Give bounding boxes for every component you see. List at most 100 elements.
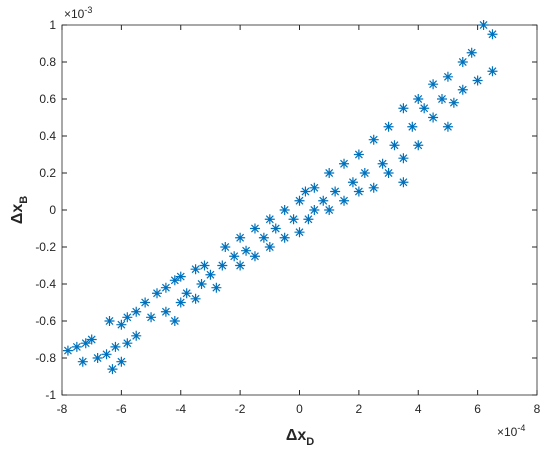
scatter-point	[175, 297, 186, 308]
y-multiplier-base: ×10	[64, 7, 85, 21]
scatter-point	[457, 57, 468, 67]
x-multiplier-base: ×10	[497, 425, 518, 439]
scatter-point	[131, 306, 142, 317]
scatter-point	[101, 349, 112, 360]
x-tick-label: 2	[356, 402, 363, 416]
y-tick-label: 0.8	[39, 55, 56, 69]
y-tick-label: -0.2	[35, 240, 56, 254]
scatter-point	[368, 182, 379, 193]
scatter-point	[152, 288, 162, 299]
scatter-point	[146, 312, 157, 323]
scatter-point	[279, 205, 290, 215]
scatter-point	[122, 312, 133, 323]
scatter-point	[122, 338, 133, 349]
scatter-point	[190, 293, 201, 304]
scatter-point	[104, 316, 115, 326]
x-multiplier-exponent: -4	[517, 423, 525, 433]
scatter-point	[279, 232, 290, 243]
scatter-point	[377, 158, 388, 169]
y-tick-label: 0.4	[39, 129, 56, 143]
scatter-point	[442, 71, 453, 82]
scatter-point	[398, 177, 409, 188]
scatter-point	[92, 353, 103, 363]
scatter-point	[466, 47, 477, 58]
scatter-point	[190, 264, 201, 275]
scatter-point	[347, 177, 358, 188]
scatter-point	[169, 316, 180, 326]
scatter-point	[160, 306, 171, 317]
scatter-point	[270, 223, 281, 234]
scatter-point	[217, 260, 228, 271]
scatter-point	[419, 103, 430, 114]
x-tick-label: -4	[175, 402, 186, 416]
y-tick-label: -0.6	[35, 314, 56, 328]
x-tick-label: 4	[415, 402, 422, 416]
scatter-point	[86, 334, 97, 345]
scatter-point	[318, 195, 329, 206]
plot-box	[61, 24, 538, 396]
x-label-text: Δx	[286, 427, 307, 444]
scatter-point	[181, 288, 192, 299]
y-tick-label: -0.4	[35, 277, 56, 291]
y-tick-label: 0	[49, 203, 56, 217]
scatter-point	[235, 232, 246, 243]
scatter-point	[62, 345, 73, 356]
scatter-point	[116, 356, 127, 367]
scatter-point	[407, 121, 418, 132]
scatter-point	[389, 140, 400, 151]
x-multiplier: ×10-4	[497, 423, 525, 439]
scatter-point	[294, 227, 305, 238]
scatter-point	[160, 282, 171, 293]
y-tick-label: 0.6	[39, 92, 56, 106]
scatter-point	[241, 245, 252, 256]
scatter-point	[398, 153, 409, 164]
scatter-point	[428, 79, 439, 90]
y-axis-label: ΔxB	[9, 196, 30, 224]
scatter-point	[116, 319, 127, 330]
scatter-point	[258, 232, 269, 243]
scatter-point	[487, 29, 498, 40]
scatter-point	[235, 260, 246, 271]
scatter-point	[196, 279, 207, 289]
x-tick-label: 0	[296, 402, 303, 416]
scatter-point	[175, 271, 186, 282]
scatter-point	[324, 205, 335, 215]
y-tick-label: 0.2	[39, 166, 56, 180]
y-multiplier-exponent: -3	[84, 5, 92, 15]
scatter-point	[205, 269, 216, 280]
y-tick-label: -0.8	[35, 351, 56, 365]
scatter-point	[80, 338, 91, 349]
scatter-point	[478, 20, 489, 30]
scatter-point	[303, 214, 314, 225]
scatter-point	[442, 121, 453, 132]
scatter-point	[413, 140, 424, 151]
scatter-point	[211, 282, 222, 293]
scatter-point	[309, 182, 320, 193]
scatter-point	[77, 356, 88, 367]
x-axis-label: ΔxD	[286, 427, 314, 448]
scatter-point	[131, 330, 142, 341]
scatter-point	[353, 149, 364, 160]
scatter-point	[169, 275, 180, 286]
scatter-point	[437, 94, 447, 104]
scatter-point	[330, 186, 341, 197]
scatter-point	[288, 214, 299, 225]
scatter-point	[107, 364, 118, 375]
scatter-point	[398, 103, 409, 114]
y-label-subscript: B	[18, 196, 30, 204]
scatter-point	[368, 134, 379, 145]
y-multiplier: ×10-3	[64, 5, 92, 21]
y-label-text: Δx	[9, 204, 26, 225]
scatter-point	[264, 214, 275, 225]
y-tick-label: -1	[45, 388, 56, 402]
scatter-point	[487, 66, 498, 77]
scatter-point	[300, 186, 311, 197]
scatter-point	[199, 260, 210, 271]
scatter-point	[140, 297, 151, 308]
scatter-point	[472, 75, 483, 86]
scatter-point	[249, 251, 260, 262]
scatter-point	[220, 242, 231, 252]
scatter-point	[294, 195, 305, 206]
x-tick-label: -8	[57, 402, 68, 416]
